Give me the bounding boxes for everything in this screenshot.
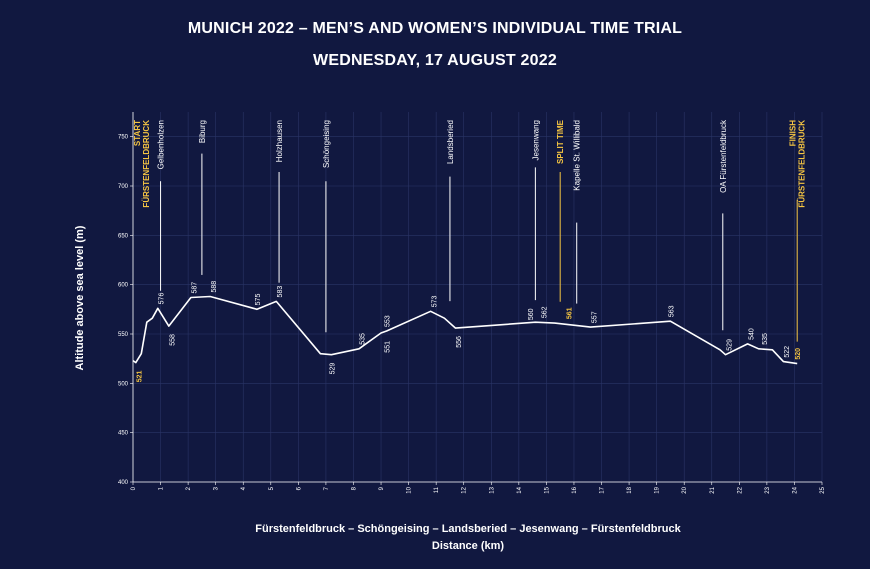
x-tick-label: 25 <box>820 486 826 493</box>
x-tick-label: 0 <box>131 486 137 490</box>
landmark-label: Holzhausen <box>275 120 284 162</box>
x-tick-label: 4 <box>241 486 247 490</box>
elevation-profile-line <box>132 295 798 365</box>
altitude-labels: 521 576 558 587 588 575 583 529 535 553 551 573 556 5… <box>137 281 803 383</box>
x-tick-label: 9 <box>379 486 385 490</box>
x-tick-label: 22 <box>737 486 743 493</box>
landmark-label: Kapelle St. Willibald <box>573 120 582 191</box>
altitude-value-label: 562 <box>542 306 549 318</box>
x-tick-label: 3 <box>214 486 220 490</box>
altitude-value-label: 535 <box>360 333 367 345</box>
landmark-label: Gelbenholzen <box>157 120 166 169</box>
x-tick-label: 18 <box>627 486 633 493</box>
x-tick-label: 13 <box>489 486 495 493</box>
altitude-value-label: 587 <box>192 282 199 294</box>
altitude-value-label: 521 <box>137 371 144 383</box>
y-tick-label: 650 <box>118 233 129 239</box>
landmark-label: Biburg <box>198 120 207 143</box>
chart-title: MUNICH 2022 – MEN’S AND WOMEN’S INDIVIDU… <box>187 20 683 37</box>
y-tick-label: 700 <box>118 184 129 190</box>
x-tick-label: 1 <box>159 486 165 490</box>
x-tick-label: 23 <box>765 486 771 493</box>
altitude-value-label: 556 <box>456 336 463 348</box>
x-tick-label: 7 <box>324 486 330 490</box>
x-tick-label: 20 <box>682 486 688 493</box>
x-tick-label: 6 <box>296 486 302 490</box>
y-tick-label: 450 <box>118 431 129 437</box>
y-tick-label: 600 <box>118 283 129 289</box>
altitude-value-label: 583 <box>277 286 284 298</box>
altitude-value-label: 575 <box>255 294 262 306</box>
altitude-value-label: 560 <box>528 308 535 320</box>
landmark-label: Schöngeising <box>322 120 331 168</box>
altitude-value-label: 576 <box>159 293 166 305</box>
altitude-value-label: 540 <box>748 328 755 340</box>
landmark-label: FÜRSTENFELDBRUCK <box>142 120 151 208</box>
y-tick-label: 550 <box>118 332 129 338</box>
altitude-value-label: 529 <box>329 363 336 375</box>
x-tick-label: 12 <box>462 486 468 493</box>
x-tick-label: 2 <box>186 486 192 490</box>
y-tick-label: 750 <box>118 135 129 141</box>
altitude-value-label: 535 <box>762 333 769 345</box>
altitude-value-label: 561 <box>566 307 573 319</box>
axes: 0 1 2 3 4 5 6 7 8 9 10 11 12 13 14 15 16 17 18 19 20 21 22 23 24… <box>118 112 826 494</box>
x-tick-label: 16 <box>572 486 578 493</box>
x-tick-label: 5 <box>269 486 275 490</box>
landmark-markers: START FÜRSTENFELDBRUCK Gelbenholzen Biburg H… <box>133 119 807 342</box>
x-tick-label: 15 <box>544 486 550 493</box>
altitude-value-label: 588 <box>211 281 218 293</box>
x-tick-label: 24 <box>792 486 798 493</box>
chart-subtitle: WEDNESDAY, 17 AUGUST 2022 <box>313 52 557 69</box>
landmark-label: Landsberied <box>446 120 455 164</box>
y-tick-label: 500 <box>118 381 129 387</box>
landmark-label: START <box>133 120 142 146</box>
altitude-value-label: 558 <box>170 334 177 346</box>
altitude-value-label: 520 <box>795 348 802 360</box>
landmark-label: FÜRSTENFELDBRUCK <box>798 120 807 208</box>
altitude-value-label: 551 <box>385 341 392 353</box>
x-tick-label: 19 <box>655 486 661 493</box>
landmark-label: SPLIT TIME <box>556 119 565 164</box>
x-tick-label: 17 <box>600 486 606 493</box>
altitude-value-label: 557 <box>591 311 598 323</box>
altitude-value-label: 563 <box>668 305 675 317</box>
landmark-label: FINISH <box>789 120 798 146</box>
altitude-value-label: 522 <box>784 346 791 358</box>
x-axis-label: Distance (km) <box>431 540 505 552</box>
altitude-value-label: 573 <box>431 296 438 308</box>
x-tick-label: 11 <box>434 486 440 493</box>
landmark-label: OA Fürstenfeldbruck <box>719 119 728 193</box>
x-tick-label: 21 <box>710 486 716 493</box>
x-tick-label: 10 <box>407 486 413 493</box>
altitude-value-label: 553 <box>385 315 392 327</box>
y-tick-label: 400 <box>118 480 129 486</box>
landmark-label: Jesenwang <box>531 120 540 160</box>
route-caption: Fürstenfeldbruck – Schöngeising – Landsb… <box>255 523 681 535</box>
x-tick-label: 14 <box>517 486 523 493</box>
x-tick-label: 8 <box>351 486 357 490</box>
altitude-value-label: 529 <box>726 339 733 351</box>
